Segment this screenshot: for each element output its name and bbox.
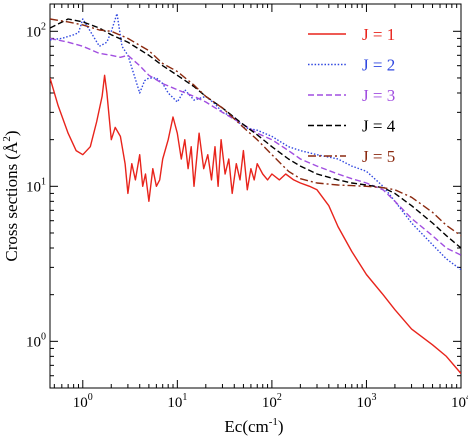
axis-tick-labels: 100 101 102 103 104 100 101 102 xyxy=(26,21,468,411)
x-axis-label: Ec(cm-1) xyxy=(224,416,283,436)
series-line-j2 xyxy=(50,12,461,271)
y-tick-label-1: 101 xyxy=(26,176,46,195)
y-tick-label-2: 102 xyxy=(26,21,46,40)
x-tick-label-3: 103 xyxy=(356,392,376,411)
series-line-j3 xyxy=(50,37,461,256)
series-line-j4 xyxy=(50,18,461,249)
y-axis-label: Cross sections (Å2) xyxy=(1,130,21,261)
legend-label-j2: J = 2 xyxy=(362,56,395,75)
y-tick-label-0: 100 xyxy=(26,331,46,350)
legend-label-j5: J = 5 xyxy=(362,147,395,166)
series-line-j1 xyxy=(50,74,461,374)
legend: J = 1 J = 2 J = 3 J = 4 J = 5 xyxy=(308,25,396,166)
plot-frame xyxy=(49,3,462,389)
legend-label-j3: J = 3 xyxy=(362,86,395,105)
legend-label-j4: J = 4 xyxy=(362,117,396,136)
x-tick-label-0: 100 xyxy=(73,392,93,411)
series-line-j5 xyxy=(50,18,461,237)
axis-ticks xyxy=(50,4,462,389)
x-tick-label-1: 101 xyxy=(167,392,187,411)
x-tick-label-2: 102 xyxy=(262,392,282,411)
x-tick-label-4: 104 xyxy=(451,392,468,411)
series-group xyxy=(50,12,461,374)
legend-label-j1: J = 1 xyxy=(362,25,395,44)
